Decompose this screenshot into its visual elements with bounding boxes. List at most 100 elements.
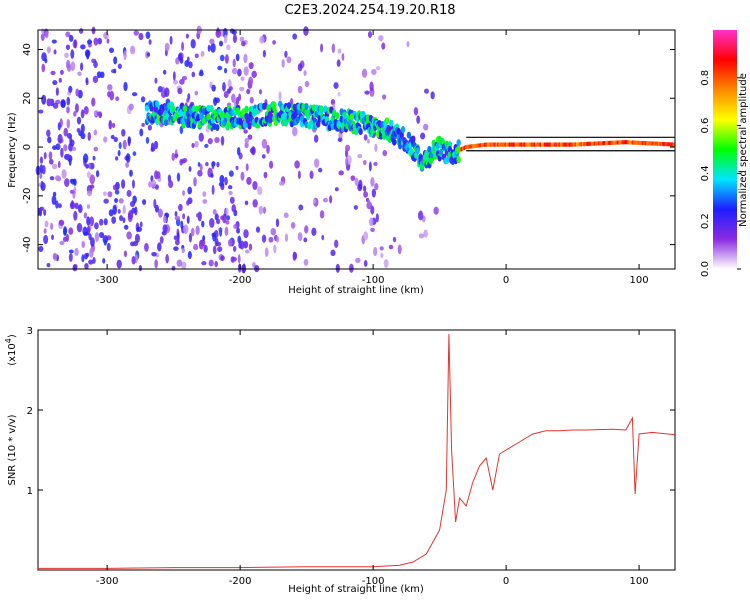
- heatmap-cell: [248, 62, 254, 70]
- heatmap-cell: [126, 231, 132, 240]
- heatmap-cell: [163, 119, 169, 127]
- heatmap-cell: [114, 198, 119, 204]
- heatmap-cell: [231, 93, 236, 103]
- heatmap-cell: [182, 190, 186, 196]
- heatmap-cell: [93, 60, 98, 69]
- heatmap-cell: [57, 133, 63, 144]
- heatmap-cell: [157, 208, 163, 218]
- heatmap-cell: [150, 142, 155, 152]
- heatmap-cell: [82, 153, 89, 164]
- heatmap-cell: [257, 186, 263, 195]
- heatmap-cell: [74, 103, 79, 113]
- heatmap-cell: [202, 235, 206, 242]
- heatmap-cell: [263, 171, 268, 179]
- heatmap-cell: [72, 264, 78, 272]
- heatmap-cell: [89, 174, 96, 185]
- heatmap-cell: [243, 240, 249, 249]
- heatmap-cell: [112, 122, 116, 129]
- heatmap-cell: [168, 180, 174, 188]
- heatmap-y-tick-label: 20: [22, 92, 33, 105]
- heatmap-cell: [320, 43, 323, 53]
- heatmap-cell: [106, 242, 111, 252]
- heatmap-cell: [231, 204, 237, 213]
- heatmap-cell: [272, 40, 277, 45]
- heatmap-cell: [211, 184, 215, 195]
- heatmap-cell: [363, 231, 369, 241]
- heatmap-cell: [110, 134, 115, 140]
- heatmap-cell: [278, 91, 282, 101]
- heatmap-cell: [144, 104, 150, 112]
- heatmap-cell: [199, 164, 203, 172]
- heatmap-cell: [78, 130, 83, 137]
- heatmap-cell: [58, 77, 62, 83]
- heatmap-cell: [247, 122, 252, 130]
- heatmap-cell: [132, 151, 137, 156]
- heatmap-cell: [76, 222, 83, 233]
- heatmap-cell: [392, 138, 397, 146]
- heatmap-cell: [173, 246, 179, 251]
- heatmap-cell: [68, 227, 74, 235]
- heatmap-cell: [86, 39, 93, 45]
- heatmap-cell: [304, 80, 310, 88]
- heatmap-cell: [162, 69, 167, 75]
- heatmap-cell: [93, 37, 99, 46]
- heatmap-cell: [246, 176, 252, 185]
- heatmap-cell: [197, 170, 203, 177]
- heatmap-cell: [297, 85, 303, 94]
- heatmap-cell: [86, 171, 91, 179]
- heatmap-cell: [96, 71, 102, 79]
- heatmap-cell: [52, 145, 57, 151]
- heatmap-cell: [69, 201, 76, 210]
- heatmap-cell: [383, 258, 389, 268]
- heatmap-cell: [355, 257, 361, 263]
- heatmap-cell: [52, 102, 59, 109]
- heatmap-cell: [259, 89, 262, 95]
- heatmap-cell: [194, 53, 199, 59]
- heatmap-x-tick-label: -200: [229, 275, 252, 286]
- heatmap-cell: [183, 224, 189, 235]
- snr-y-tick-label: 2: [27, 406, 33, 417]
- heatmap-cell: [235, 165, 239, 171]
- heatmap-cell: [430, 91, 435, 100]
- heatmap-cell: [39, 156, 44, 164]
- heatmap-cell: [119, 215, 124, 222]
- heatmap-cell: [235, 53, 240, 62]
- heatmap-cell: [374, 143, 378, 152]
- heatmap-cell: [209, 218, 215, 228]
- heatmap-cell: [363, 260, 368, 267]
- heatmap-cell: [93, 129, 98, 136]
- heatmap-cell: [127, 136, 132, 144]
- snr-x-tick-label: -100: [362, 576, 385, 587]
- heatmap-cell: [97, 37, 103, 45]
- heatmap-cell: [198, 239, 204, 250]
- heatmap-cell: [70, 49, 75, 59]
- heatmap-cell: [145, 136, 150, 144]
- heatmap-cell: [131, 179, 135, 189]
- heatmap-cell: [85, 164, 89, 169]
- heatmap-cell: [194, 90, 199, 96]
- heatmap-cell: [86, 204, 91, 209]
- heatmap-cell: [64, 52, 69, 59]
- heatmap-cell: [179, 78, 185, 85]
- heatmap-cell: [269, 160, 274, 169]
- heatmap-cell: [66, 106, 70, 114]
- heatmap-cell: [118, 142, 122, 150]
- heatmap-cell: [94, 232, 100, 242]
- heatmap-cell: [86, 216, 91, 226]
- heatmap-cell: [74, 202, 79, 210]
- heatmap-cell: [121, 128, 126, 137]
- heatmap-cell: [397, 244, 402, 255]
- heatmap-cell: [176, 259, 183, 267]
- heatmap-cell: [303, 70, 307, 77]
- heatmap-cell: [148, 39, 152, 45]
- heatmap-cell: [227, 185, 233, 190]
- heatmap-cell: [406, 131, 412, 139]
- heatmap-cell: [294, 160, 300, 169]
- heatmap-cell: [102, 257, 106, 264]
- colorbar: 0.0 0.2 0.4 0.6 0.8 Normalized spectral ampl…: [700, 30, 749, 277]
- heatmap-cell: [413, 107, 419, 116]
- heatmap-cell: [226, 44, 231, 51]
- heatmap-cell: [176, 172, 181, 182]
- heatmap-cell: [92, 155, 96, 161]
